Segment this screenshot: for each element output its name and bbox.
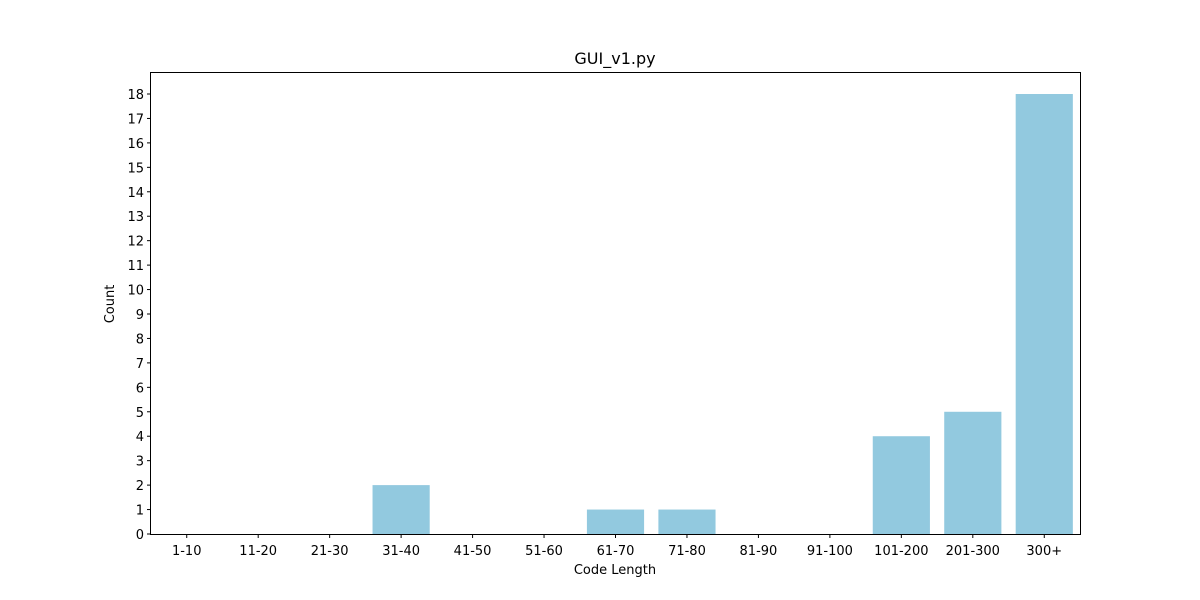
y-tick-label: 17 bbox=[127, 112, 144, 127]
plot-frame bbox=[150, 72, 1081, 535]
y-tick-label: 5 bbox=[136, 406, 144, 421]
x-tick-label: 21-30 bbox=[311, 544, 349, 559]
bar bbox=[586, 509, 645, 534]
bars-layer bbox=[372, 94, 1073, 534]
x-tick-label: 11-20 bbox=[239, 544, 277, 559]
bar bbox=[872, 436, 930, 534]
x-tick-label: 51-60 bbox=[525, 544, 563, 559]
x-tick-label: 201-300 bbox=[946, 544, 1000, 559]
y-tick-label: 11 bbox=[127, 259, 144, 274]
y-tick-label: 6 bbox=[136, 381, 144, 396]
x-axis-label: Code Length bbox=[574, 563, 656, 578]
x-axis: 1-10 11-20 21-30 31-40 41-50 51-60 61-70 71-80 8… bbox=[172, 534, 1062, 559]
x-tick-label: 71-80 bbox=[668, 544, 706, 559]
x-tick-label: 300+ bbox=[1026, 544, 1062, 559]
bar bbox=[944, 411, 1002, 534]
y-tick-label: 8 bbox=[136, 332, 144, 347]
x-tick-label: 81-90 bbox=[740, 544, 778, 559]
y-tick-label: 0 bbox=[136, 528, 144, 543]
y-tick-label: 1 bbox=[136, 504, 144, 519]
x-tick-label: 61-70 bbox=[597, 544, 635, 559]
bar bbox=[658, 509, 716, 534]
y-tick-label: 7 bbox=[136, 357, 144, 372]
x-tick-label: 1-10 bbox=[172, 544, 202, 559]
y-tick-label: 9 bbox=[136, 308, 144, 323]
y-tick-label: 3 bbox=[136, 455, 144, 470]
x-tick-label: 91-100 bbox=[807, 544, 853, 559]
y-axis-label: Count bbox=[103, 285, 118, 324]
x-tick-label: 101-200 bbox=[874, 544, 928, 559]
y-tick-label: 16 bbox=[127, 137, 144, 152]
x-tick-label: 41-50 bbox=[454, 544, 492, 559]
y-tick-label: 18 bbox=[127, 88, 144, 103]
y-tick-label: 2 bbox=[136, 479, 144, 494]
y-tick-label: 13 bbox=[127, 210, 144, 225]
x-tick-label: 31-40 bbox=[382, 544, 420, 559]
y-tick-label: 10 bbox=[127, 284, 144, 299]
y-tick-label: 4 bbox=[136, 430, 144, 445]
y-tick-label: 12 bbox=[127, 235, 144, 250]
y-tick-label: 14 bbox=[127, 186, 144, 201]
bar bbox=[372, 485, 430, 534]
bar bbox=[1015, 94, 1073, 534]
chart-title: GUI_v1.py bbox=[574, 49, 655, 69]
y-tick-label: 15 bbox=[127, 161, 144, 176]
